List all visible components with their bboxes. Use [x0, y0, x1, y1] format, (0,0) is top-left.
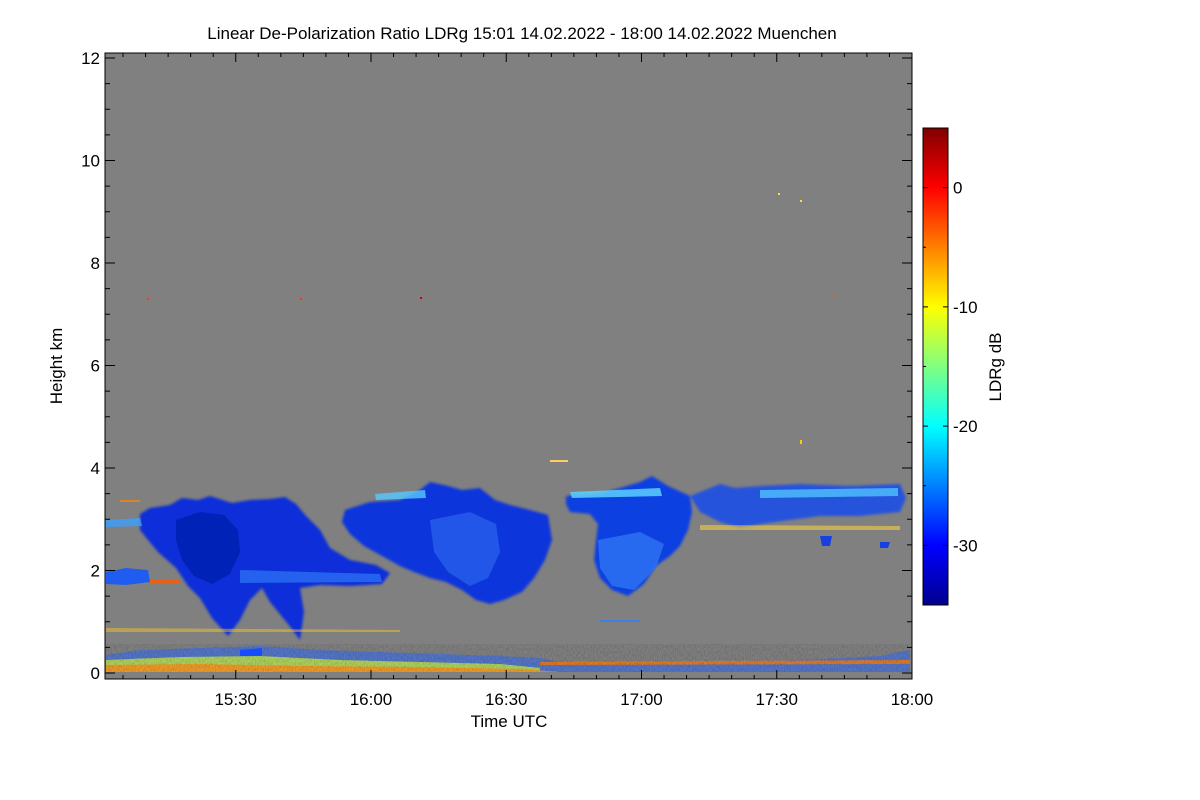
colorbar-ticks: 0 -10 -20 -30 [923, 127, 978, 606]
y-tick-label: 12 [81, 49, 100, 68]
heatmap-layers [106, 193, 910, 672]
surface-layer [106, 580, 910, 672]
x-tick-label: 16:30 [485, 690, 528, 709]
colorbar-label: LDRg dB [986, 333, 1005, 402]
x-axis-label: Time UTC [471, 712, 548, 731]
y-tick-label: 4 [91, 459, 100, 478]
x-tick-label: 18:00 [891, 690, 934, 709]
y-axis: 0 2 4 6 8 10 12 [81, 49, 912, 683]
cloud-layer-2 [342, 482, 552, 604]
cloud-layer-4 [600, 484, 906, 622]
y-tick-label: 2 [91, 562, 100, 581]
y-tick-label: 8 [91, 254, 100, 273]
colorbar-tick-label: -10 [953, 298, 978, 317]
cloud-layer-1 [106, 496, 390, 640]
y-axis-label: Height km [47, 328, 66, 405]
x-tick-label: 17:00 [620, 690, 663, 709]
y-tick-label: 0 [91, 664, 100, 683]
y-tick-label: 6 [91, 357, 100, 376]
y-tick-label: 10 [81, 152, 100, 171]
sparse-echoes [120, 193, 835, 502]
x-axis: 15:30 16:00 16:30 17:00 17:30 18:00 [122, 53, 934, 709]
x-tick-label: 16:00 [350, 690, 393, 709]
colorbar-tick-label: 0 [953, 179, 962, 198]
colorbar-tick-label: -30 [953, 536, 978, 555]
colorbar-tick-label: -20 [953, 417, 978, 436]
colorbar [922, 127, 949, 606]
x-tick-label: 17:30 [755, 690, 798, 709]
x-tick-label: 15:30 [214, 690, 257, 709]
chart-title: Linear De-Polarization Ratio LDRg 15:01 … [207, 24, 836, 43]
cloud-layer-3 [566, 476, 692, 596]
